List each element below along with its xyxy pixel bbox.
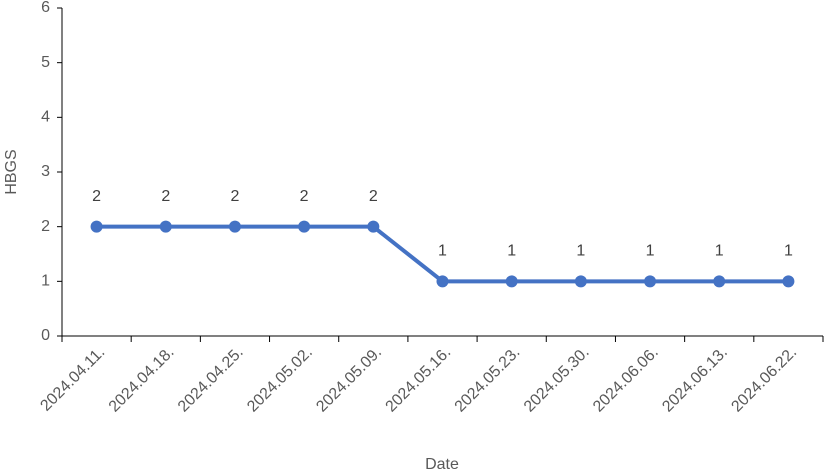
- data-label: 1: [576, 243, 585, 260]
- marker: [713, 275, 726, 288]
- data-label: 1: [715, 243, 724, 260]
- marker: [90, 220, 103, 233]
- y-tick-label: 1: [41, 273, 50, 290]
- marker: [644, 275, 657, 288]
- x-tick-label: 2024.05.16.: [383, 344, 455, 416]
- x-tick-label: 2024.05.23.: [452, 344, 524, 416]
- data-label: 1: [507, 243, 516, 260]
- x-tick-label: 2024.04.25.: [175, 344, 247, 416]
- y-tick-label: 2: [41, 218, 50, 235]
- data-label: 1: [438, 243, 447, 260]
- x-tick-label: 2024.06.13.: [659, 344, 731, 416]
- x-tick-label: 2024.06.06.: [590, 344, 662, 416]
- x-tick-label: 2024.05.02.: [244, 344, 316, 416]
- data-label: 2: [369, 188, 378, 205]
- marker: [574, 275, 587, 288]
- y-tick-label: 6: [41, 0, 50, 16]
- marker: [159, 220, 172, 233]
- x-tick-label: 2024.05.09.: [313, 344, 385, 416]
- y-tick-label: 5: [41, 54, 50, 71]
- x-tick-label: 2024.06.22.: [728, 344, 800, 416]
- marker: [228, 220, 241, 233]
- y-tick-label: 0: [41, 327, 50, 344]
- marker: [505, 275, 518, 288]
- x-tick-label: 2024.04.11.: [37, 344, 108, 415]
- marker: [782, 275, 795, 288]
- x-tick-label: 2024.05.30.: [521, 344, 593, 416]
- data-label: 1: [784, 243, 793, 260]
- y-axis-title: HBGS: [3, 149, 20, 194]
- data-label: 1: [646, 243, 655, 260]
- y-tick-label: 3: [41, 163, 50, 180]
- y-tick-label: 4: [41, 109, 50, 126]
- data-label: 2: [92, 188, 101, 205]
- data-label: 2: [161, 188, 170, 205]
- marker: [436, 275, 449, 288]
- data-label: 2: [300, 188, 309, 205]
- x-tick-label: 2024.04.18.: [106, 344, 178, 416]
- marker: [367, 220, 380, 233]
- x-axis-title: Date: [425, 456, 459, 473]
- marker: [298, 220, 311, 233]
- data-label: 2: [231, 188, 240, 205]
